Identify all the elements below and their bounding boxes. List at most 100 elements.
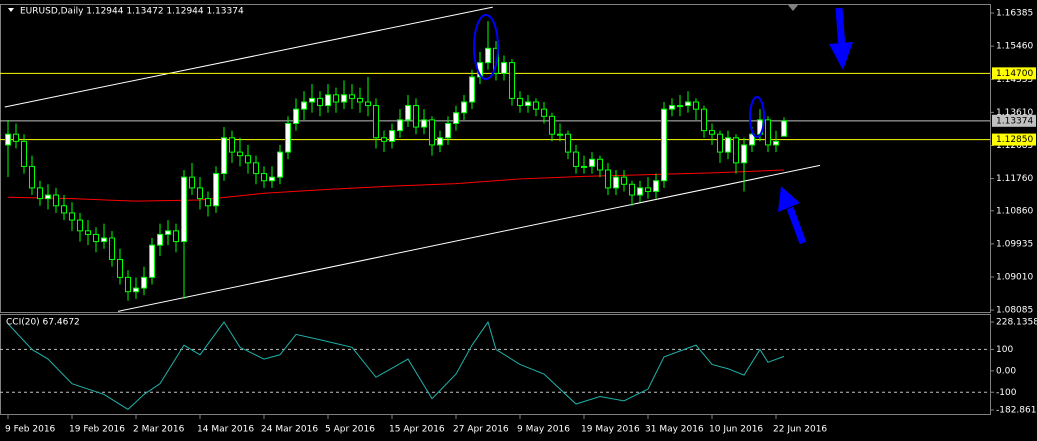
candle-body: [61, 205, 67, 214]
cci-line: [7, 320, 785, 411]
candle-body: [69, 212, 75, 221]
shift-marker: [788, 5, 798, 11]
candle-body: [125, 276, 131, 293]
candle-body: [685, 101, 691, 107]
annotations: [473, 7, 853, 245]
main-panel: [0, 6, 990, 312]
candle-body: [709, 130, 715, 135]
y-tick-label: 1.13610: [996, 108, 1033, 118]
candle-body: [565, 133, 571, 153]
candle-body: [413, 105, 419, 128]
candle-body: [253, 162, 259, 175]
candle-body: [741, 144, 747, 164]
x-tick-label: 5 Apr 2016: [325, 425, 375, 435]
candle-body: [261, 173, 267, 182]
price-level-tag: [992, 133, 1036, 146]
candle-body: [525, 101, 531, 107]
price-level-label: 1.14700: [996, 69, 1033, 79]
y-tick-label: 0.00: [996, 366, 1016, 376]
arrow-shaft: [835, 7, 846, 49]
candle-body: [645, 187, 651, 192]
candle-body: [149, 244, 155, 278]
arrow-shaft: [786, 206, 807, 245]
price-level-tag: [992, 114, 1036, 127]
axes: 1.16385 1.15460 1.14535 1.13610 1.12685 1.117…: [5, 9, 1037, 435]
y-tick-label: 1.14535: [996, 75, 1033, 85]
candle-body: [765, 119, 771, 146]
x-tick-label: 31 May 2016: [645, 425, 704, 435]
candle-body: [85, 230, 91, 235]
candle-body: [429, 119, 435, 146]
candle-body: [197, 187, 203, 200]
x-tick-label: 27 Apr 2016: [453, 425, 509, 435]
y-tick-label: 1.09935: [996, 239, 1033, 249]
candle-body: [109, 237, 115, 260]
candle-body: [93, 233, 99, 243]
y-tick-label: 1.11760: [996, 174, 1033, 184]
candle-body: [229, 137, 235, 153]
price-level-label: 1.13374: [996, 116, 1033, 126]
candle-body: [213, 173, 219, 207]
x-tick-label: 2 Mar 2016: [133, 425, 185, 435]
chart-title: EURUSD,Daily 1.12944 1.13472 1.12944 1.1…: [20, 7, 244, 17]
y-tick-label: 1.12685: [996, 141, 1033, 151]
candle-body: [405, 105, 411, 121]
candle-body: [517, 97, 523, 107]
candle-body: [293, 108, 299, 124]
candle-body: [117, 258, 123, 278]
cci-title: CCI(20) 67.4672: [6, 318, 80, 328]
y-tick-label: 1.15460: [996, 42, 1033, 52]
highlight-ellipse: [473, 14, 499, 80]
x-tick-label: 19 Feb 2016: [69, 425, 125, 435]
candle-body: [749, 133, 755, 146]
candle-body: [5, 133, 11, 146]
candle-body: [181, 176, 187, 243]
candle-body: [157, 233, 163, 246]
candle-body: [325, 94, 331, 107]
candle-body: [781, 120, 787, 137]
candle-body: [557, 133, 563, 136]
candle-body: [453, 112, 459, 124]
y-tick-label: 228.1358: [996, 318, 1037, 328]
candle-body: [205, 198, 211, 207]
candle-body: [621, 176, 627, 185]
arrow-head: [778, 186, 800, 212]
candle-body: [13, 133, 19, 142]
x-tick-label: 24 Mar 2016: [261, 425, 318, 435]
trend-line: [4, 6, 493, 108]
candle-body: [37, 187, 43, 200]
candle-body: [485, 47, 491, 64]
candle-body: [309, 97, 315, 103]
candle-body: [389, 130, 395, 142]
main-panel-frame: [0, 4, 991, 313]
menu-triangle: [8, 8, 14, 12]
candle-body: [677, 105, 683, 108]
candle-body: [357, 97, 363, 103]
candle-body: [445, 122, 451, 139]
arrow-head: [829, 42, 853, 70]
candle-body: [597, 158, 603, 171]
candle-body: [501, 62, 507, 74]
candle-body: [549, 115, 555, 135]
candle-body: [373, 105, 379, 139]
candle-body: [165, 230, 171, 235]
candle-body: [669, 105, 675, 110]
candle-body: [629, 183, 635, 196]
y-tick-label: -100: [996, 388, 1017, 398]
candle-body: [581, 165, 587, 168]
y-tick-label: 1.16385: [996, 9, 1033, 19]
candle-body: [693, 101, 699, 110]
candle-body: [277, 151, 283, 178]
x-tick-label: 19 May 2016: [581, 425, 640, 435]
trend-line: [117, 164, 821, 312]
candle-body: [653, 180, 659, 192]
x-tick-label: 9 May 2016: [517, 425, 570, 435]
candle-body: [541, 108, 547, 117]
candle-body: [437, 137, 443, 146]
candle-body: [733, 137, 739, 164]
candle-body: [341, 94, 347, 103]
